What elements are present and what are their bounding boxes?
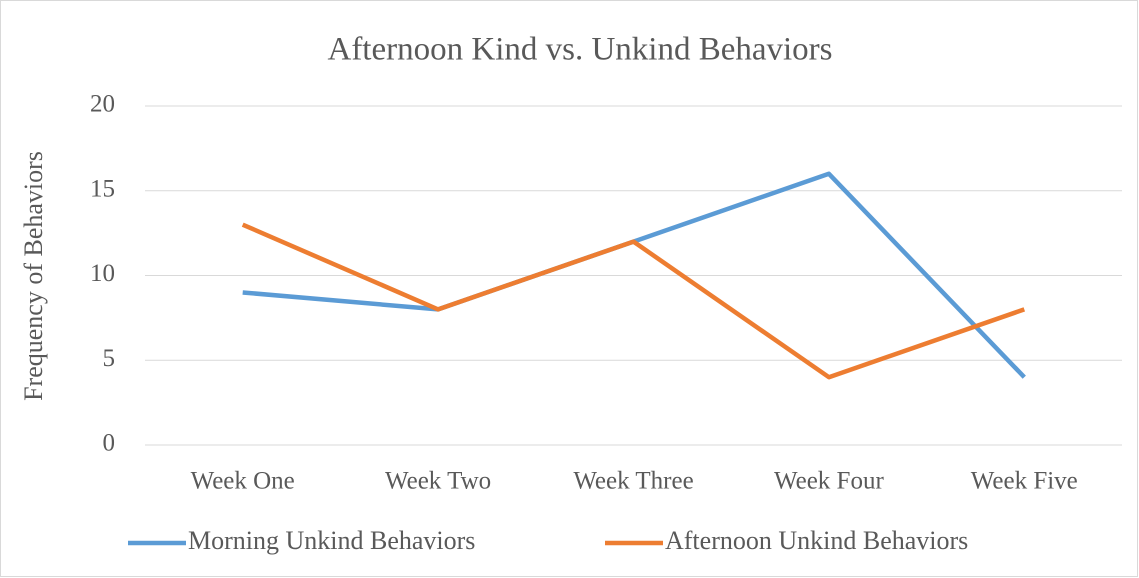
line-series	[241, 222, 1026, 380]
legend-label: Afternoon Unkind Behaviors	[665, 526, 968, 555]
y-tick-label: 20	[90, 91, 115, 118]
legend-label: Morning Unkind Behaviors	[188, 526, 475, 555]
x-tick-label: Week Three	[573, 468, 693, 495]
y-tick-label: 5	[103, 345, 116, 372]
chart-title: Afternoon Kind vs. Unkind Behaviors	[327, 32, 832, 68]
y-axis-label: Frequency of Behaviors	[19, 151, 48, 401]
y-tick-label: 15	[90, 175, 115, 202]
x-tick-label: Week Two	[385, 468, 491, 495]
x-tick-label: Week One	[191, 468, 295, 495]
x-tick-label: Week Four	[774, 468, 884, 495]
y-tick-label: 0	[103, 430, 116, 457]
x-tick-label: Week Five	[971, 468, 1078, 495]
y-tick-label: 10	[90, 260, 115, 287]
